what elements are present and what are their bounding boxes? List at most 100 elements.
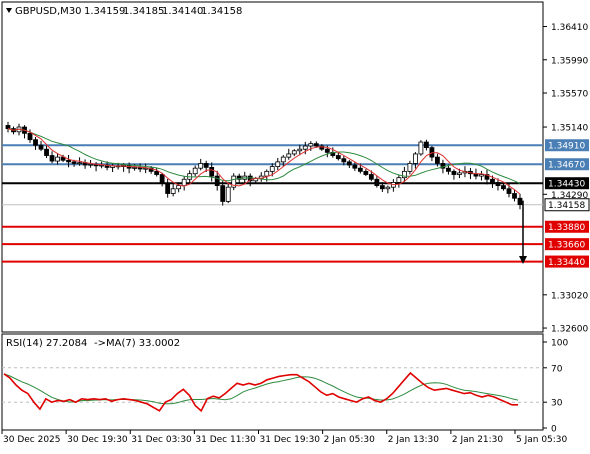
candle-body bbox=[368, 174, 374, 180]
time-tick-label: 5 Jan 05:30 bbox=[516, 435, 568, 445]
price-tick-label: 1.35570 bbox=[551, 90, 588, 100]
candle-body bbox=[99, 164, 104, 167]
candle-body bbox=[495, 182, 501, 186]
time-axis: 30 Dec 2025 30 Dec 19:30 31 Dec 03:30 31 De… bbox=[1, 430, 568, 445]
rsi-panel-frame bbox=[1, 333, 544, 431]
candle-body bbox=[5, 125, 11, 130]
candle-body bbox=[159, 174, 165, 184]
candle-body bbox=[396, 177, 402, 183]
level-label-box bbox=[545, 139, 589, 152]
price-axis: 1.36410 1.35990 1.35570 1.35140 1.34290 1.330… bbox=[543, 23, 590, 435]
candle-body bbox=[88, 163, 93, 166]
price-tick-label: 1.35990 bbox=[551, 56, 588, 66]
candle-body bbox=[55, 156, 60, 162]
candle-body bbox=[357, 167, 363, 172]
price-tick-label: 1.36410 bbox=[551, 23, 588, 33]
candle-body bbox=[291, 150, 297, 155]
candle-body bbox=[132, 166, 138, 169]
ma-slow-line bbox=[7, 128, 521, 184]
candle-body bbox=[319, 145, 325, 150]
candle-body bbox=[374, 178, 380, 186]
moving-averages-layer bbox=[7, 128, 521, 195]
ohlc-close: 1.34158 bbox=[201, 6, 242, 17]
candle-body bbox=[236, 175, 242, 180]
candle-body bbox=[33, 139, 38, 146]
candle-body bbox=[71, 161, 77, 164]
price-tick-label: 1.35140 bbox=[551, 124, 588, 134]
candle-body bbox=[451, 170, 457, 175]
current-price-label: 1.34158 bbox=[548, 201, 585, 211]
time-tick-label: 2 Jan 05:30 bbox=[324, 435, 376, 445]
candle-body bbox=[192, 167, 198, 175]
candle-body bbox=[418, 141, 424, 155]
candle-body bbox=[457, 172, 462, 175]
rsi-ma-label: ->MA(7) 33.0002 bbox=[94, 338, 180, 349]
level-label-box bbox=[545, 177, 589, 190]
candle-body bbox=[412, 153, 418, 164]
candle-body bbox=[49, 155, 55, 162]
ohlc-open: 1.34159 bbox=[84, 6, 125, 17]
candle-body bbox=[517, 197, 523, 205]
candle-body bbox=[44, 148, 49, 156]
symbol-timeframe: GBPUSD,M30 bbox=[15, 6, 82, 17]
level-label-box bbox=[545, 238, 589, 251]
candle-body bbox=[77, 162, 82, 165]
candle-body bbox=[302, 145, 308, 150]
candle-body bbox=[165, 182, 171, 194]
candle-body bbox=[501, 185, 506, 190]
level-label-box bbox=[545, 255, 589, 268]
level-label: 1.33880 bbox=[548, 223, 585, 233]
candle-body bbox=[490, 178, 495, 183]
candle-body bbox=[341, 158, 347, 163]
rsi-tick-label: 70 bbox=[551, 364, 563, 374]
level-label-box bbox=[545, 220, 589, 233]
time-tick-label: 30 Dec 19:30 bbox=[67, 435, 128, 445]
candle-body bbox=[313, 143, 319, 147]
collapse-triangle-icon[interactable] bbox=[6, 8, 12, 13]
candle-body bbox=[66, 159, 71, 163]
candle-body bbox=[446, 167, 451, 172]
candle-body bbox=[154, 170, 160, 175]
candle-body bbox=[286, 153, 292, 158]
rsi-tick-label: 30 bbox=[551, 399, 563, 409]
level-label: 1.33660 bbox=[548, 241, 585, 251]
candle-body bbox=[269, 166, 275, 172]
rsi-layer bbox=[2, 367, 543, 413]
time-tick-label: 31 Dec 19:30 bbox=[260, 435, 321, 445]
candle-body bbox=[231, 175, 237, 188]
candle-body bbox=[385, 186, 391, 190]
rsi-ma-line bbox=[3, 373, 519, 405]
arrow-down-icon bbox=[519, 255, 527, 264]
candle-body bbox=[379, 185, 385, 190]
candle-body bbox=[280, 156, 286, 163]
level-label-box bbox=[545, 158, 589, 171]
candle-body bbox=[220, 185, 226, 202]
candle-body bbox=[214, 175, 220, 186]
candle-body bbox=[512, 193, 517, 199]
candle-body bbox=[203, 163, 209, 168]
candle-body bbox=[143, 167, 149, 170]
candle-body bbox=[352, 164, 358, 169]
ohlc-low: 1.34140 bbox=[162, 6, 203, 17]
level-label: 1.34910 bbox=[548, 142, 585, 152]
candle-body bbox=[440, 163, 446, 169]
candle-body bbox=[435, 156, 440, 164]
ohlc-high: 1.34185 bbox=[123, 6, 164, 17]
candle-body bbox=[225, 186, 231, 202]
price-tick-label: 1.32600 bbox=[551, 325, 588, 335]
time-tick-label: 30 Dec 2025 bbox=[3, 435, 61, 445]
candle-body bbox=[297, 148, 303, 152]
rsi-tick-label: 100 bbox=[551, 339, 568, 349]
candle-body bbox=[407, 163, 413, 172]
rsi-label: RSI(14) 27.2084 bbox=[6, 338, 87, 349]
price-tick-label: 1.33020 bbox=[551, 291, 588, 301]
time-tick-label: 31 Dec 03:30 bbox=[131, 435, 192, 445]
candle-body bbox=[324, 148, 330, 153]
candle-body bbox=[308, 143, 314, 147]
candle-body bbox=[181, 178, 187, 186]
candle-body bbox=[479, 174, 484, 177]
candle-body bbox=[335, 155, 341, 160]
candle-body bbox=[346, 161, 352, 166]
